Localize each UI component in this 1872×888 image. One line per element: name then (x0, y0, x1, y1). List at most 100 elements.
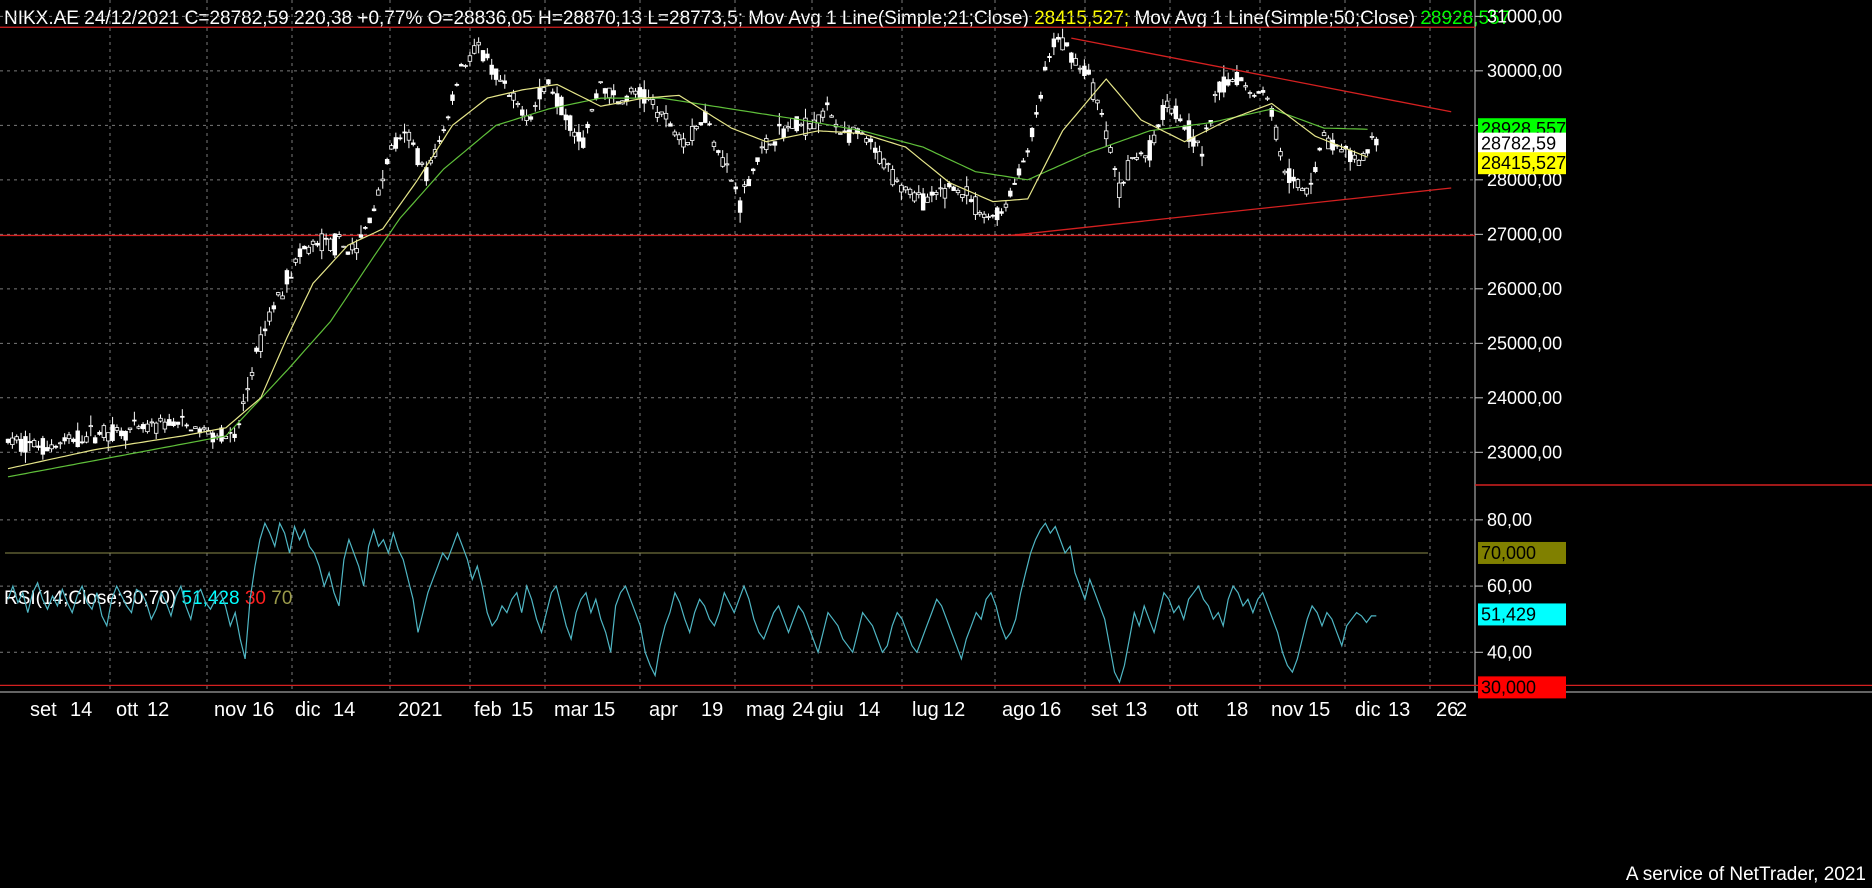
candle-body (1108, 147, 1113, 153)
candle-body (920, 193, 926, 211)
ma21-label: Mov Avg 1 Line(Simple;21;Close) (742, 8, 1029, 29)
candle-body (336, 234, 342, 238)
candle-body (201, 427, 207, 430)
candle-body (289, 276, 294, 279)
candle-body (323, 237, 329, 240)
candle-body (681, 138, 686, 148)
candle-body (737, 200, 743, 213)
candlestick-series (5, 28, 1379, 463)
candle-body (820, 110, 826, 118)
candle-body (811, 119, 817, 130)
candle-body (746, 178, 752, 187)
candle-body (585, 123, 590, 129)
candle-body (1117, 182, 1122, 198)
candle-body (981, 213, 987, 218)
candle-body (511, 92, 516, 101)
candle-body (624, 95, 630, 102)
candle-body (1173, 105, 1179, 120)
candle-body (49, 444, 54, 450)
candle-body (498, 79, 503, 82)
candle-body (973, 196, 978, 216)
candle-body (345, 251, 351, 255)
candle-body (1008, 190, 1013, 197)
candle-body (393, 137, 399, 149)
candle-body (759, 146, 765, 149)
ma21-line (7, 78, 1368, 470)
candle-body (1077, 67, 1083, 70)
ma50-value: 28928,557 (1420, 8, 1511, 29)
candle-body (1365, 149, 1370, 154)
candle-body (907, 188, 913, 195)
candle-body (650, 99, 656, 105)
candle-body (628, 87, 634, 93)
x-day-label: 19 (701, 699, 723, 721)
candle-body (424, 167, 429, 182)
candle-body (598, 81, 603, 84)
candle-body (184, 424, 189, 427)
y-tick-label: 27000,00 (1487, 224, 1562, 244)
rsi-y-tick-label: 60,00 (1487, 576, 1532, 596)
x-day-label: 26 (1436, 699, 1458, 721)
candle-body (45, 447, 50, 452)
candle-body (506, 95, 512, 97)
x-day-label: 13 (1388, 699, 1410, 721)
candle-body (463, 65, 468, 67)
candle-body (31, 440, 37, 448)
candle-body (864, 138, 869, 143)
candle-body (110, 424, 115, 441)
candle-body (528, 116, 534, 120)
candle-body (280, 295, 285, 300)
candle-body (328, 238, 333, 251)
candle-body (358, 234, 364, 238)
candle-body (563, 114, 568, 121)
candle-body (1138, 152, 1144, 155)
candle-body (398, 137, 403, 140)
x-day-label: 13 (1125, 699, 1147, 721)
candle-body (890, 169, 895, 186)
candle-body (886, 163, 891, 166)
candle-body (1112, 168, 1118, 170)
candle-body (459, 64, 464, 67)
candle-body (411, 142, 416, 145)
candle-body (790, 118, 795, 129)
candle-body (180, 415, 185, 418)
candle-body (1042, 66, 1048, 71)
candle-body (955, 189, 961, 194)
candle-body (219, 427, 224, 442)
candle-body (1147, 140, 1152, 161)
candle-body (1339, 149, 1344, 153)
candle-body (66, 434, 72, 439)
candle-body (1199, 153, 1205, 157)
candle-body (88, 425, 93, 428)
candle-body (302, 245, 307, 250)
x-month-label: 2021 (398, 699, 443, 721)
candle-body (1252, 94, 1257, 97)
x-day-label: 14 (333, 699, 355, 721)
candle-body (794, 116, 799, 132)
candle-body (825, 102, 830, 106)
candle-body (402, 131, 407, 134)
candle-body (703, 111, 708, 123)
candle-body (533, 105, 538, 107)
last-price-tag-bg (1478, 132, 1566, 155)
ma21-value: 28415,527; (1034, 8, 1130, 29)
ma21-price-tag-bg (1478, 152, 1566, 175)
candle-body (851, 126, 856, 134)
candle-body (267, 311, 272, 322)
candle-body (254, 347, 259, 352)
candle-body (10, 437, 15, 445)
candle-body (363, 227, 368, 229)
candle-body (123, 430, 128, 441)
candle-body (772, 141, 778, 146)
candle-body (18, 438, 24, 452)
candle-body (1260, 90, 1266, 93)
candle-body (1352, 154, 1357, 160)
candle-body (676, 134, 682, 141)
candle-body (520, 109, 525, 116)
candle-body (1021, 160, 1026, 163)
candle-body (550, 91, 555, 94)
x-month-label: mag (746, 699, 785, 721)
candle-body (1060, 37, 1065, 51)
x-day-label: 14 (858, 699, 880, 721)
